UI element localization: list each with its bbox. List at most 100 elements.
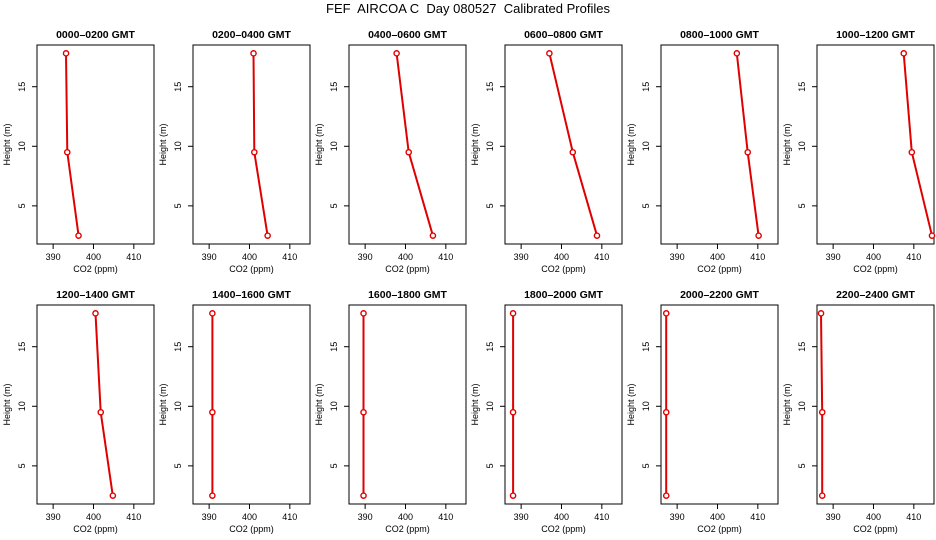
data-point <box>92 310 99 317</box>
x-axis-label: CO2 (ppm) <box>697 524 742 534</box>
x-tick-label: 410 <box>126 512 141 522</box>
x-tick-label: 400 <box>554 252 569 262</box>
y-tick-label: 5 <box>173 203 183 208</box>
y-tick-label: 10 <box>329 401 339 411</box>
y-tick-label: 5 <box>17 463 27 468</box>
main-title: FEF AIRCOA C Day 080527 Calibrated Profi… <box>326 1 610 16</box>
y-tick-label: 15 <box>797 82 807 92</box>
y-tick-label: 10 <box>797 401 807 411</box>
y-tick-label: 10 <box>485 401 495 411</box>
panel-2: 0200–0400 GMT 390 400 410 5 10 15 CO2 (ppm) Heig… <box>158 29 311 274</box>
data-point <box>928 232 936 239</box>
data-point <box>109 492 117 499</box>
profile-line <box>252 53 269 236</box>
data-point <box>509 310 517 317</box>
data-point <box>733 50 741 57</box>
x-tick-label: 390 <box>826 512 841 522</box>
panel-title: 1000–1200 GMT <box>836 29 915 41</box>
x-tick-label: 390 <box>514 252 529 262</box>
y-axis-label: Height (m) <box>626 383 636 425</box>
y-tick-label: 15 <box>329 82 339 92</box>
x-tick-label: 390 <box>358 512 373 522</box>
x-axis-label: CO2 (ppm) <box>541 264 586 274</box>
data-point <box>900 50 908 57</box>
x-tick-label: 410 <box>438 512 453 522</box>
y-axis-label: Height (m) <box>314 383 324 425</box>
data-point <box>209 310 216 317</box>
x-tick-label: 400 <box>866 252 881 262</box>
panel-11: 2000–2200 GMT 390 400 410 5 10 15 CO2 (ppm) Heig… <box>626 289 779 534</box>
panel-title: 1200–1400 GMT <box>56 289 135 301</box>
x-tick-label: 410 <box>750 512 765 522</box>
data-point <box>429 232 437 239</box>
y-tick-label: 10 <box>485 141 495 151</box>
panel-9: 1600–1800 GMT 390 400 410 5 10 15 CO2 (ppm) Heig… <box>314 289 467 534</box>
data-point <box>662 408 670 416</box>
x-axis-label: CO2 (ppm) <box>385 264 430 274</box>
data-point <box>569 148 577 156</box>
y-axis-label: Height (m) <box>782 383 792 425</box>
panel-title: 1400–1600 GMT <box>212 289 291 301</box>
panel-title: 0200–0400 GMT <box>212 29 291 41</box>
x-tick-label: 390 <box>202 252 217 262</box>
x-axis-label: CO2 (ppm) <box>541 524 586 534</box>
y-axis-label: Height (m) <box>2 123 12 165</box>
data-point <box>209 408 216 416</box>
data-point <box>755 232 762 239</box>
x-axis-label: CO2 (ppm) <box>229 524 274 534</box>
y-tick-label: 10 <box>173 401 183 411</box>
plot-frame <box>816 304 935 505</box>
x-tick-label: 400 <box>866 512 881 522</box>
x-tick-label: 390 <box>670 512 685 522</box>
data-point <box>393 50 400 57</box>
y-axis-label: Height (m) <box>2 383 12 425</box>
plot-frame <box>816 44 935 245</box>
data-point <box>818 492 826 499</box>
y-tick-label: 10 <box>797 141 807 151</box>
x-tick-label: 400 <box>86 512 101 522</box>
x-tick-label: 410 <box>126 252 141 262</box>
x-tick-label: 390 <box>202 512 217 522</box>
profile-line <box>548 53 598 236</box>
y-axis-label: Height (m) <box>314 123 324 165</box>
y-tick-label: 10 <box>641 401 651 411</box>
data-point <box>509 492 517 499</box>
plot-frame <box>36 304 155 505</box>
data-point <box>662 492 670 499</box>
y-tick-label: 5 <box>641 463 651 468</box>
data-point <box>817 310 825 317</box>
plot-frame <box>36 44 155 245</box>
panel-4: 0600–0800 GMT 390 400 410 5 10 15 CO2 (ppm) Heig… <box>470 29 623 274</box>
y-tick-label: 15 <box>17 342 27 352</box>
x-axis-label: CO2 (ppm) <box>853 264 898 274</box>
profile-line <box>94 313 114 496</box>
y-tick-label: 5 <box>485 463 495 468</box>
y-tick-label: 5 <box>17 203 27 208</box>
data-point <box>75 232 82 239</box>
plot-frame <box>192 44 311 245</box>
data-point <box>662 310 670 317</box>
y-tick-label: 5 <box>173 463 183 468</box>
y-tick-label: 5 <box>329 463 339 468</box>
panel-title: 0600–0800 GMT <box>524 29 603 41</box>
x-tick-label: 410 <box>906 252 921 262</box>
x-tick-label: 410 <box>438 252 453 262</box>
x-tick-label: 390 <box>358 252 373 262</box>
x-axis-label: CO2 (ppm) <box>229 264 274 274</box>
panel-12: 2200–2400 GMT 390 400 410 5 10 15 CO2 (ppm) Heig… <box>782 289 935 534</box>
profile-line <box>820 313 824 496</box>
y-tick-label: 15 <box>485 342 495 352</box>
y-tick-label: 15 <box>17 82 27 92</box>
y-tick-label: 5 <box>485 203 495 208</box>
y-axis-label: Height (m) <box>782 123 792 165</box>
plot-frame <box>192 304 311 505</box>
x-tick-label: 400 <box>554 512 569 522</box>
data-point <box>251 148 258 156</box>
x-tick-label: 400 <box>398 512 413 522</box>
y-tick-label: 10 <box>329 141 339 151</box>
panel-title: 0000–0200 GMT <box>56 29 135 41</box>
y-tick-label: 15 <box>797 342 807 352</box>
plot-frame <box>504 304 623 505</box>
x-axis-label: CO2 (ppm) <box>73 524 118 534</box>
data-point <box>546 50 553 57</box>
